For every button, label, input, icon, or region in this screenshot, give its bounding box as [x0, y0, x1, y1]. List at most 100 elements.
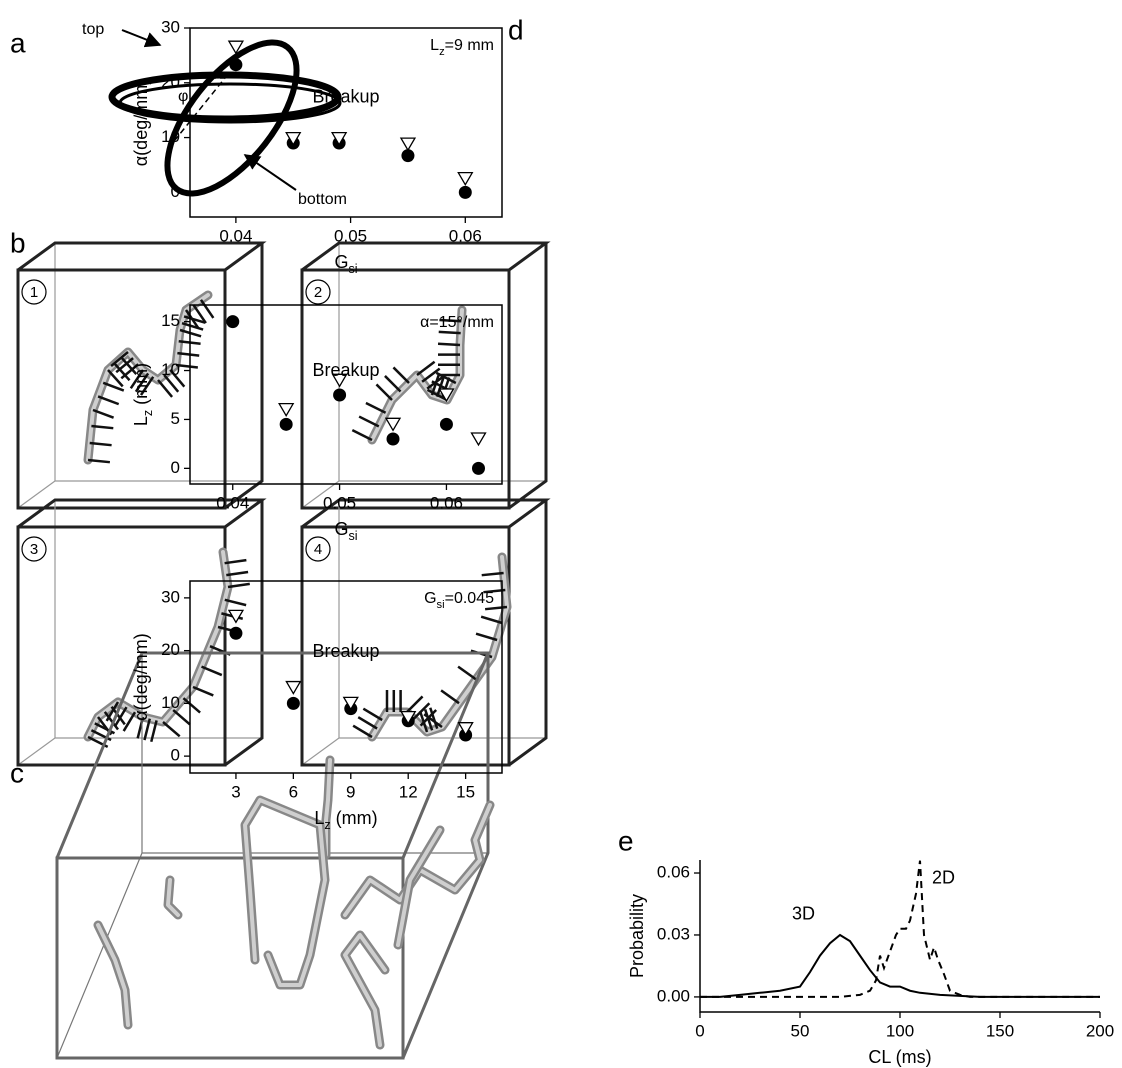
x-axis-label-part: L: [314, 808, 324, 828]
annotation: α=15°/mm: [420, 314, 494, 331]
director: [484, 605, 508, 611]
annotation-part: α=15°/mm: [420, 314, 494, 331]
director: [351, 429, 373, 442]
director: [440, 689, 460, 705]
director: [107, 369, 124, 388]
y-tick-label: 15: [161, 311, 180, 330]
director: [97, 395, 120, 406]
director: [423, 709, 434, 731]
director: [92, 408, 115, 419]
y-tick-label: 20: [161, 640, 180, 659]
director: [457, 665, 477, 681]
director: [114, 706, 128, 727]
director: [416, 360, 436, 376]
x-tick-label: 0.06: [449, 226, 482, 245]
director: [91, 424, 114, 430]
annotation-part: =9 mm: [445, 37, 494, 54]
tube: [240, 795, 330, 990]
director: [423, 713, 443, 729]
series-line: [700, 933, 1100, 998]
x-tick-label: 9: [346, 782, 355, 801]
point-circle: [229, 58, 243, 72]
point-circle: [286, 696, 300, 710]
director: [406, 695, 424, 713]
director: [139, 376, 155, 396]
box-front: [55, 651, 491, 1060]
point-circle: [439, 417, 453, 431]
frame-number: 1: [30, 284, 38, 301]
director: [365, 401, 387, 414]
frame-badge: [305, 279, 331, 305]
director: [184, 309, 200, 329]
frame-badge: [21, 279, 47, 305]
y-tick-label: 0: [171, 746, 180, 765]
decor: 1 2 3 4: [16, 241, 551, 1060]
tube-highlight: [86, 293, 210, 462]
panel-label: e: [618, 825, 634, 856]
panel-label: a: [10, 27, 26, 58]
axis: [699, 860, 1100, 1013]
director: [110, 351, 129, 368]
point-circle: [386, 432, 400, 446]
director: [143, 718, 152, 741]
annotation: Lz=9 mm: [430, 37, 494, 58]
frame-number: 3: [30, 541, 38, 558]
director: [162, 721, 181, 738]
x-tick-label: 12: [399, 782, 418, 801]
plot-frame: [189, 27, 503, 218]
director: [102, 381, 125, 392]
y-tick-label: 20: [161, 72, 180, 91]
frame-number: 4: [314, 541, 322, 558]
frame-badge: [305, 536, 331, 562]
director: [392, 366, 410, 384]
y-tick-label: 0: [171, 458, 180, 477]
series-label: 2D: [932, 867, 955, 887]
tube-highlight: [370, 555, 509, 739]
point-circle: [229, 626, 243, 640]
director: [362, 707, 383, 722]
frame-badge: [21, 536, 47, 562]
director: [412, 702, 431, 720]
breakup-label: Breakup: [312, 87, 379, 107]
director: [129, 369, 145, 389]
director: [199, 299, 215, 319]
plot-frame: [189, 304, 503, 485]
y-axis-label: α(deg/mm): [131, 79, 151, 166]
x-tick-label: 0.05: [334, 226, 367, 245]
point-triangle: [470, 432, 487, 447]
x-tick-label: 0.05: [323, 493, 356, 512]
breakup-label: Breakup: [312, 360, 379, 380]
x-axis-label-part: CL (ms): [868, 1047, 931, 1067]
point-triangle: [342, 696, 359, 711]
x-axis-label-part: (mm): [331, 808, 378, 828]
x-tick-label: 150: [986, 1021, 1014, 1040]
x-axis-label-part: z: [324, 818, 330, 832]
x-axis-label: CL (ms): [868, 1047, 931, 1067]
point-circle: [333, 388, 347, 402]
point-triangle: [399, 137, 417, 152]
director: [169, 368, 186, 388]
director: [163, 374, 180, 393]
point-triangle: [227, 609, 245, 624]
annotation-part: z: [439, 46, 445, 58]
annotation-part: G: [424, 590, 436, 607]
y-axis-label-part: z: [141, 410, 155, 416]
x-tick-label: 0.06: [430, 493, 463, 512]
x-axis-label: Gsi: [334, 252, 357, 277]
point-triangle: [400, 710, 417, 725]
director: [426, 388, 448, 402]
point-triangle: [384, 417, 402, 432]
point-triangle: [457, 172, 474, 186]
director: [89, 441, 112, 447]
director: [183, 315, 206, 324]
series-line: [700, 860, 1100, 998]
y-tick-label: 10: [161, 127, 180, 146]
director: [105, 701, 120, 722]
director: [177, 351, 200, 357]
box-back: [56, 653, 488, 1059]
director: [475, 632, 498, 642]
director: [352, 724, 373, 739]
annotation-part: L: [430, 37, 439, 54]
point-triangle: [285, 132, 302, 146]
